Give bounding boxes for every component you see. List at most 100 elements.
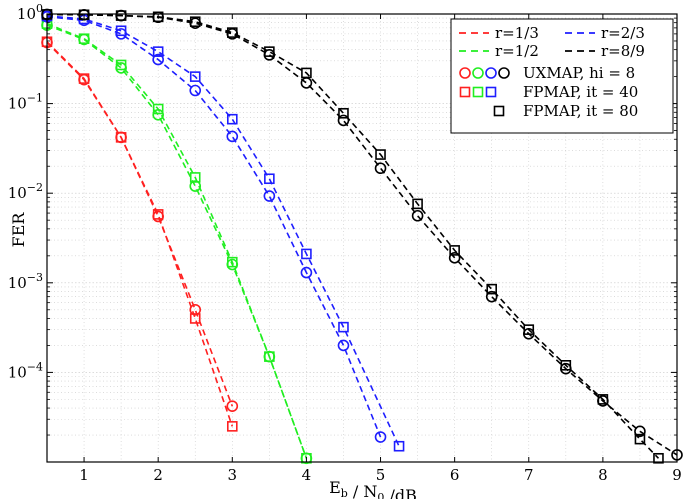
legend-marker-label: FPMAP, it = 80	[523, 102, 638, 120]
series-1-3-uxmap	[41, 36, 239, 412]
data-point	[189, 84, 202, 97]
data-point	[412, 198, 423, 210]
data-point	[226, 256, 238, 268]
data-point	[189, 180, 202, 192]
data-point	[152, 11, 164, 23]
x-tick-label: 7	[524, 466, 534, 484]
series-line	[46, 22, 308, 459]
data-point	[597, 394, 609, 405]
legend-marker-swatch	[459, 67, 471, 79]
y-tick-label: 10−4	[8, 360, 43, 381]
legend-marker-swatch	[459, 86, 471, 98]
data-point	[263, 49, 276, 61]
series-line	[46, 41, 234, 407]
data-point	[264, 46, 275, 57]
x-tick-label: 9	[672, 466, 682, 484]
data-point	[78, 73, 90, 84]
data-point	[486, 283, 498, 295]
data-point	[226, 130, 239, 143]
legend-line-label: r=2/3	[601, 24, 645, 42]
legend-marker-swatch	[485, 67, 497, 79]
x-tick-label: 4	[302, 466, 312, 484]
series-line	[46, 15, 400, 447]
y-axis-label: FER	[9, 212, 28, 248]
x-tick-label: 8	[598, 466, 608, 484]
data-point	[634, 433, 646, 445]
legend-marker-swatch	[472, 86, 484, 98]
series-line	[46, 13, 660, 459]
data-point	[78, 9, 90, 21]
data-point	[393, 440, 405, 452]
x-tick-label: 2	[153, 466, 163, 484]
series-2-3-fpmap	[41, 10, 405, 452]
series-8-9-fpmap	[41, 9, 664, 464]
data-point	[115, 25, 127, 37]
x-tick-label: 6	[450, 466, 460, 484]
x-axis-label: Eb / N0 /dB	[329, 478, 417, 499]
data-point	[634, 425, 646, 438]
legend-marker-swatch	[472, 67, 484, 79]
data-point	[411, 209, 424, 222]
data-point	[300, 266, 313, 279]
data-point	[115, 59, 127, 71]
series-1-2-uxmap	[41, 19, 313, 465]
data-point	[300, 77, 313, 89]
data-point	[375, 149, 386, 160]
data-point	[152, 53, 164, 66]
data-point	[189, 16, 201, 28]
data-point	[226, 421, 238, 432]
data-point	[338, 107, 349, 119]
data-point	[301, 452, 312, 464]
data-point	[189, 71, 201, 82]
data-point	[226, 113, 238, 125]
data-point	[485, 290, 498, 303]
data-point	[264, 351, 275, 362]
x-tick-label: 5	[376, 466, 386, 484]
legend-line-label: r=1/3	[495, 24, 539, 42]
plot-frame	[46, 13, 678, 463]
legend-marker-swatch	[498, 67, 510, 79]
data-point	[189, 172, 201, 183]
data-point	[448, 252, 461, 264]
series-line	[46, 16, 382, 438]
series-1-2-fpmap	[41, 18, 312, 464]
legend-marker-label: UXMAP, hi = 8	[523, 64, 635, 82]
legend-marker-swatch	[485, 86, 497, 98]
data-point	[189, 313, 201, 324]
data-point	[152, 108, 164, 121]
data-point	[152, 46, 164, 57]
data-point	[301, 67, 312, 79]
y-tick-label: 100	[17, 2, 43, 23]
data-point	[374, 431, 387, 443]
data-point	[653, 452, 664, 464]
data-point	[226, 27, 238, 38]
data-point	[189, 303, 202, 316]
x-tick-label: 1	[79, 466, 89, 484]
legend-line-label: r=1/2	[495, 42, 539, 60]
axis-ticks: 1 2 3 4 5 6 7 8 9 100 10−1 10−2 10−3 10−4	[8, 2, 682, 484]
y-tick-label: 10−2	[8, 181, 43, 202]
data-point	[337, 114, 350, 127]
data-point	[449, 245, 460, 256]
series-line	[46, 24, 308, 459]
legend-marker-swatch	[493, 105, 505, 117]
series-1-3-fpmap	[41, 36, 238, 432]
series-layer	[41, 8, 683, 465]
legend-marker-label: FPMAP, it = 40	[523, 83, 638, 101]
data-point	[115, 10, 127, 21]
data-point	[78, 33, 90, 45]
data-point	[560, 360, 572, 371]
data-point	[152, 209, 164, 220]
data-point	[226, 400, 239, 412]
data-point	[374, 162, 387, 175]
data-point	[337, 339, 350, 352]
data-point	[523, 324, 535, 335]
data-point	[301, 248, 312, 260]
legend-line-label: r=8/9	[601, 42, 645, 60]
data-point	[264, 173, 275, 185]
x-tick-label: 3	[228, 466, 238, 484]
data-point	[338, 321, 349, 333]
y-tick-label: 10−1	[8, 92, 43, 113]
